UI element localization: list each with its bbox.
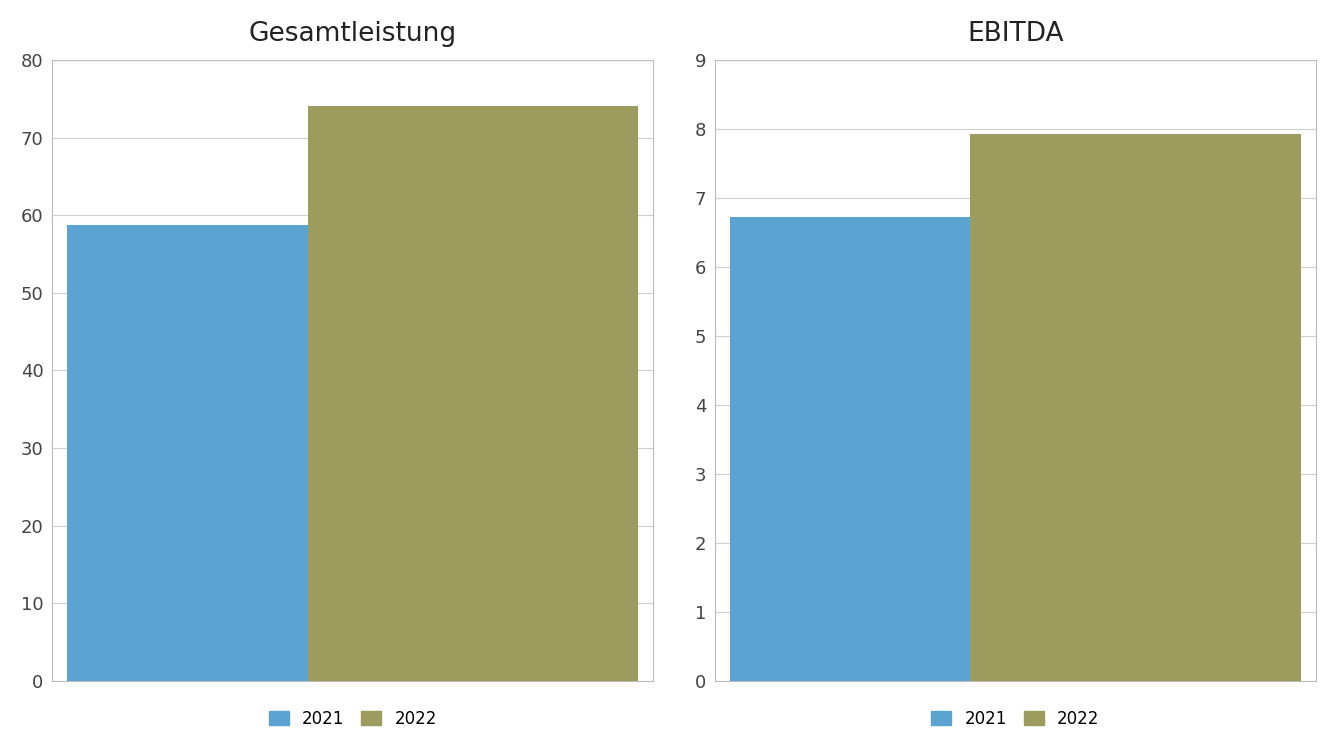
Bar bbox=[971, 134, 1301, 680]
Legend: 2021, 2022: 2021, 2022 bbox=[262, 703, 444, 734]
Legend: 2021, 2022: 2021, 2022 bbox=[925, 703, 1106, 734]
Title: EBITDA: EBITDA bbox=[967, 21, 1064, 47]
Bar bbox=[67, 225, 397, 680]
Bar bbox=[308, 106, 638, 680]
Title: Gesamtleistung: Gesamtleistung bbox=[249, 21, 457, 47]
Bar bbox=[730, 218, 1060, 680]
